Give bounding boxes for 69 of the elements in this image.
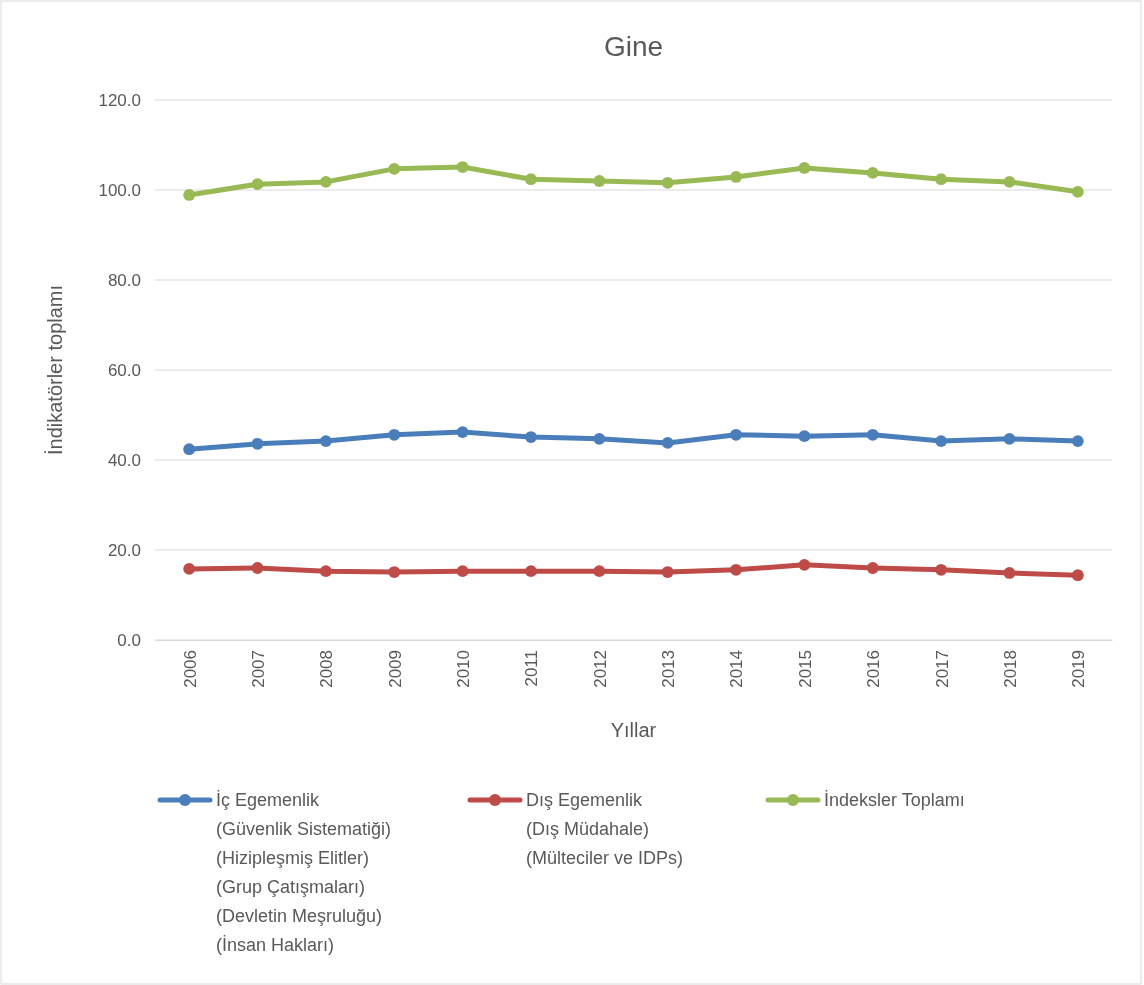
point: [388, 428, 401, 441]
point: [1003, 432, 1016, 445]
point: [798, 558, 811, 571]
point: [866, 562, 879, 574]
legend-label: İndeksler Toplamı: [824, 790, 965, 811]
point: [593, 565, 606, 578]
y-tick-label: 20.0: [107, 540, 141, 560]
legend-label: Dış Egemenlik (Dış Müdahale) (Mülteciler ve IDPs): [526, 790, 684, 869]
y-tick-label: 100.0: [98, 180, 141, 200]
y-tick-label: 60.0: [107, 360, 141, 380]
point: [730, 171, 742, 183]
point: [1071, 185, 1084, 198]
x-tick-label: 2018: [1000, 650, 1020, 688]
point: [456, 161, 469, 173]
x-tick-label: 2008: [317, 650, 337, 688]
point: [1003, 567, 1016, 579]
point: [798, 430, 811, 443]
point: [525, 565, 537, 578]
point: [1071, 435, 1084, 448]
point: [593, 432, 606, 445]
point: [319, 175, 332, 188]
x-tick-label: 2009: [385, 650, 405, 688]
point: [1003, 175, 1016, 188]
point: [251, 437, 264, 450]
point: [183, 189, 196, 201]
y-tick-label: 0.0: [117, 630, 141, 650]
point: [798, 162, 811, 174]
y-axis-title: İndikatörler toplamı: [44, 284, 66, 456]
x-tick-label: 2013: [659, 650, 679, 688]
point: [661, 436, 674, 449]
x-tick-label: 2011: [522, 650, 542, 687]
point: [319, 565, 332, 578]
point: [183, 443, 196, 456]
point: [661, 566, 674, 578]
y-tick-label: 40.0: [107, 450, 141, 470]
point: [866, 166, 879, 179]
point: [866, 428, 879, 441]
point: [456, 426, 469, 439]
point: [593, 175, 606, 187]
legend-label: İç Egemenlik (Güvenlik Sistematiği) (Hizipleşmiş Elitler) (Grup Çatışmaları) (Devletin Meşruluğu) (İnsan Hakları): [216, 790, 392, 956]
point: [730, 563, 742, 576]
x-axis-title: Yıllar: [610, 719, 657, 741]
point: [935, 435, 948, 448]
x-tick-label: 2007: [248, 650, 268, 688]
x-tick-label: 2012: [590, 650, 610, 688]
point: [388, 162, 401, 175]
point: [183, 562, 196, 575]
point: [661, 176, 674, 189]
y-tick-label: 80.0: [107, 270, 141, 290]
x-tick-label: 2015: [795, 650, 815, 688]
point: [525, 173, 537, 186]
x-tick-label: 2019: [1069, 650, 1089, 688]
y-tick-label: 120.0: [98, 90, 141, 110]
point: [1071, 569, 1084, 582]
x-tick-label: 2017: [932, 650, 952, 688]
point: [388, 566, 401, 578]
x-tick-label: 2016: [864, 650, 884, 688]
point: [319, 435, 332, 448]
x-tick-label: 2006: [180, 650, 200, 688]
chart-title: Gine: [603, 31, 664, 62]
point: [251, 178, 264, 191]
point: [730, 428, 742, 441]
point: [251, 562, 264, 574]
x-tick-label: 2010: [454, 650, 474, 688]
x-tick-label: 2014: [727, 650, 747, 688]
point: [935, 173, 948, 186]
point: [525, 431, 537, 443]
point: [935, 563, 948, 576]
point: [456, 565, 469, 578]
